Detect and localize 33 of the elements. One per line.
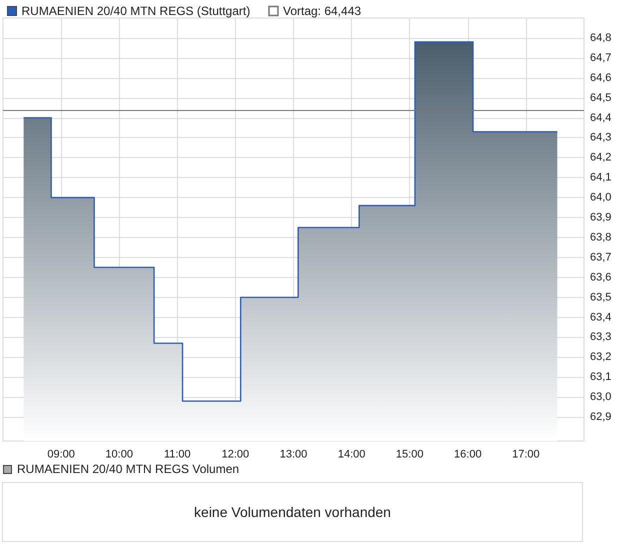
x-tick-label: 15:00 xyxy=(396,448,424,460)
text: RUMAENIEN 20/40 MTN REGS Volumen xyxy=(17,462,240,476)
y-tick-label: 64,1 xyxy=(590,172,612,184)
y-tick-label: 64,0 xyxy=(590,192,612,204)
y-tick-label: 63,7 xyxy=(590,251,612,264)
y-tick-label: 64,8 xyxy=(590,32,612,44)
x-tick-label: 16:00 xyxy=(454,448,482,460)
x-tick-label: 11:00 xyxy=(164,448,191,460)
y-tick-label: 63,9 xyxy=(590,212,612,224)
y-tick-label: 63,0 xyxy=(590,391,612,404)
y-tick-label: 64,2 xyxy=(590,152,612,164)
x-tick-label: 12:00 xyxy=(222,448,250,460)
y-tick-label: 64,3 xyxy=(590,132,612,144)
y-tick-label: 63,2 xyxy=(590,351,612,364)
y-tick-label: 64,6 xyxy=(590,72,612,84)
x-tick-label: 10:00 xyxy=(105,448,133,460)
y-tick-label: 63,3 xyxy=(590,331,612,344)
y-tick-label: 62,9 xyxy=(590,411,612,424)
y-tick-label: 63,4 xyxy=(590,311,612,324)
y-tick-label: 63,8 xyxy=(590,231,612,244)
x-tick-label: 13:00 xyxy=(280,448,308,460)
x-tick-label: 09:00 xyxy=(47,448,75,460)
y-tick-label: 64,4 xyxy=(590,112,612,124)
legend-label: RUMAENIEN 20/40 MTN REGS (Stuttgart) xyxy=(22,4,250,18)
legend-label: Vortag: 64,443 xyxy=(282,4,362,18)
y-tick-label: 64,5 xyxy=(590,92,612,104)
y-tick-label: 63,6 xyxy=(590,271,612,284)
text: keine Volumendaten vorhanden xyxy=(194,504,391,520)
x-tick-label: 14:00 xyxy=(338,448,366,460)
x-tick-label: 17:00 xyxy=(512,448,540,460)
y-tick-label: 64,7 xyxy=(590,52,612,64)
y-tick-label: 63,5 xyxy=(590,291,612,304)
y-tick-label: 63,1 xyxy=(590,371,612,384)
